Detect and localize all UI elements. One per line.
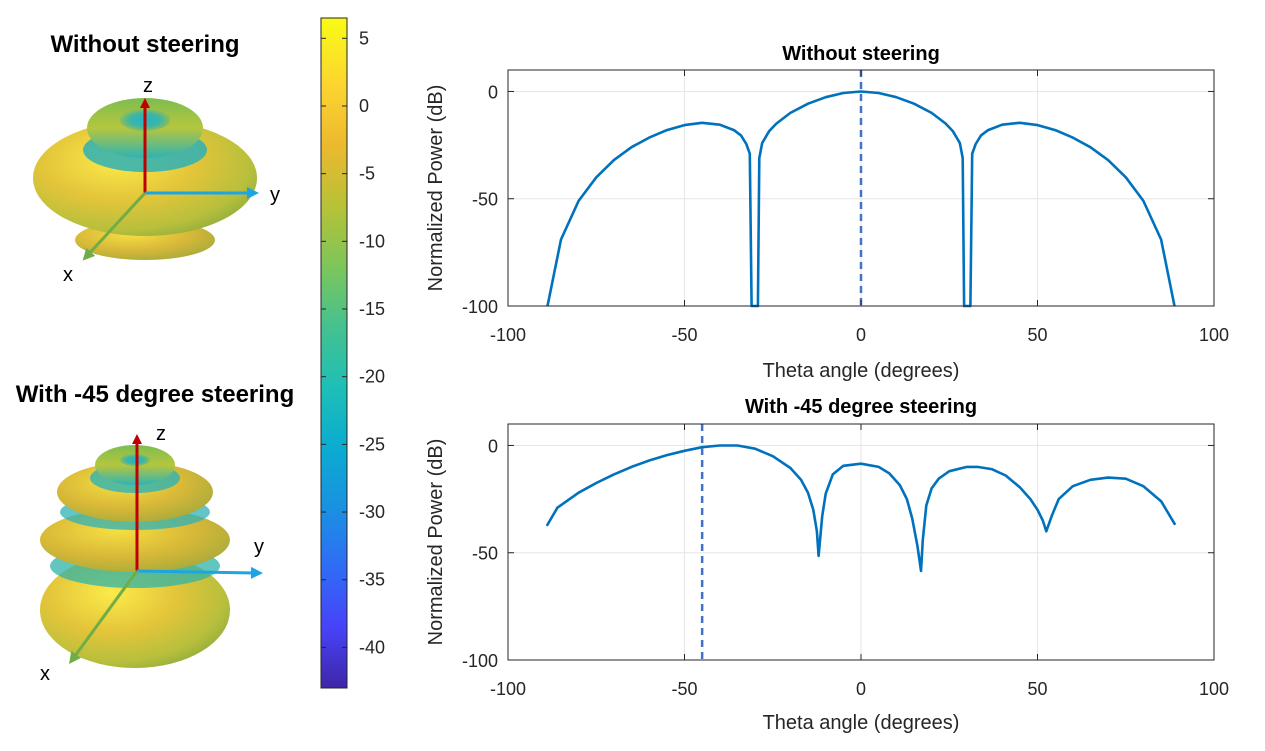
x-tick-label: 50 bbox=[1027, 325, 1047, 345]
x-tick-label: 0 bbox=[856, 325, 866, 345]
x-tick-label: -100 bbox=[490, 679, 526, 699]
y-tick-label: 0 bbox=[488, 436, 498, 456]
colorbar-tick-label: -20 bbox=[359, 367, 385, 387]
pattern3d-top-hole bbox=[120, 454, 150, 466]
z-axis-label: z bbox=[143, 75, 153, 97]
x-axis-title: Theta angle (degrees) bbox=[763, 712, 960, 734]
colorbar-tick-label: -10 bbox=[359, 231, 385, 251]
series-line bbox=[545, 444, 1177, 573]
y-tick-label: 0 bbox=[488, 82, 498, 102]
y-axis-title: Normalized Power (dB) bbox=[425, 85, 447, 292]
pattern3d-title: Without steering bbox=[50, 31, 239, 58]
x-tick-label: 50 bbox=[1027, 679, 1047, 699]
y-tick-label: -50 bbox=[472, 544, 498, 564]
pattern3d-title: With -45 degree steering bbox=[16, 381, 295, 408]
colorbar-tick-label: -25 bbox=[359, 434, 385, 454]
x-tick-label: -50 bbox=[671, 325, 697, 345]
pattern3d-with-steering: With -45 degree steering z y x bbox=[16, 381, 295, 685]
x-tick-label: -50 bbox=[671, 679, 697, 699]
x-axis-arrow bbox=[69, 570, 139, 665]
y-axis-label: y bbox=[254, 536, 264, 558]
colorbar-tick-label: -15 bbox=[359, 299, 385, 319]
colorbar-tick-label: -5 bbox=[359, 164, 375, 184]
x-tick-label: 100 bbox=[1199, 679, 1229, 699]
x-tick-label: -100 bbox=[490, 325, 526, 345]
x-axis-arrow bbox=[82, 191, 147, 261]
y-tick-label: -50 bbox=[472, 190, 498, 210]
x-axis-label: x bbox=[40, 663, 50, 685]
chart-title: With -45 degree steering bbox=[745, 396, 977, 418]
colorbar-tick-label: 0 bbox=[359, 96, 369, 116]
x-axis-label: x bbox=[63, 264, 73, 286]
colorbar-tick-label: -35 bbox=[359, 570, 385, 590]
chart-title: Without steering bbox=[782, 43, 940, 65]
pattern3d-without-steering: Without steering z y x bbox=[33, 31, 280, 286]
chart-with-steering: -100 -50 0 50 100 0 -50 -100 With -45 degree ste… bbox=[425, 396, 1229, 734]
y-tick-label: -100 bbox=[462, 651, 498, 671]
z-axis-label: z bbox=[156, 423, 166, 445]
x-tick-label: 100 bbox=[1199, 325, 1229, 345]
y-tick-label: -100 bbox=[462, 297, 498, 317]
colorbar-tick-label: -40 bbox=[359, 637, 385, 657]
series-line bbox=[546, 90, 1176, 308]
x-axis-title: Theta angle (degrees) bbox=[763, 360, 960, 382]
colorbar: 5 0 -5 -10 -15 -20 -25 -30 -35 -40 bbox=[320, 17, 385, 689]
colorbar-tick-label: 5 bbox=[359, 28, 369, 48]
x-tick-label: 0 bbox=[856, 679, 866, 699]
y-axis-arrow bbox=[136, 566, 263, 579]
colorbar-gradient bbox=[320, 17, 348, 689]
colorbar-tick-label: -30 bbox=[359, 502, 385, 522]
chart-without-steering: -100 -50 0 50 100 0 -50 -100 Without steering The… bbox=[425, 43, 1229, 382]
y-axis-label: y bbox=[270, 184, 280, 206]
y-axis-title: Normalized Power (dB) bbox=[425, 439, 447, 646]
